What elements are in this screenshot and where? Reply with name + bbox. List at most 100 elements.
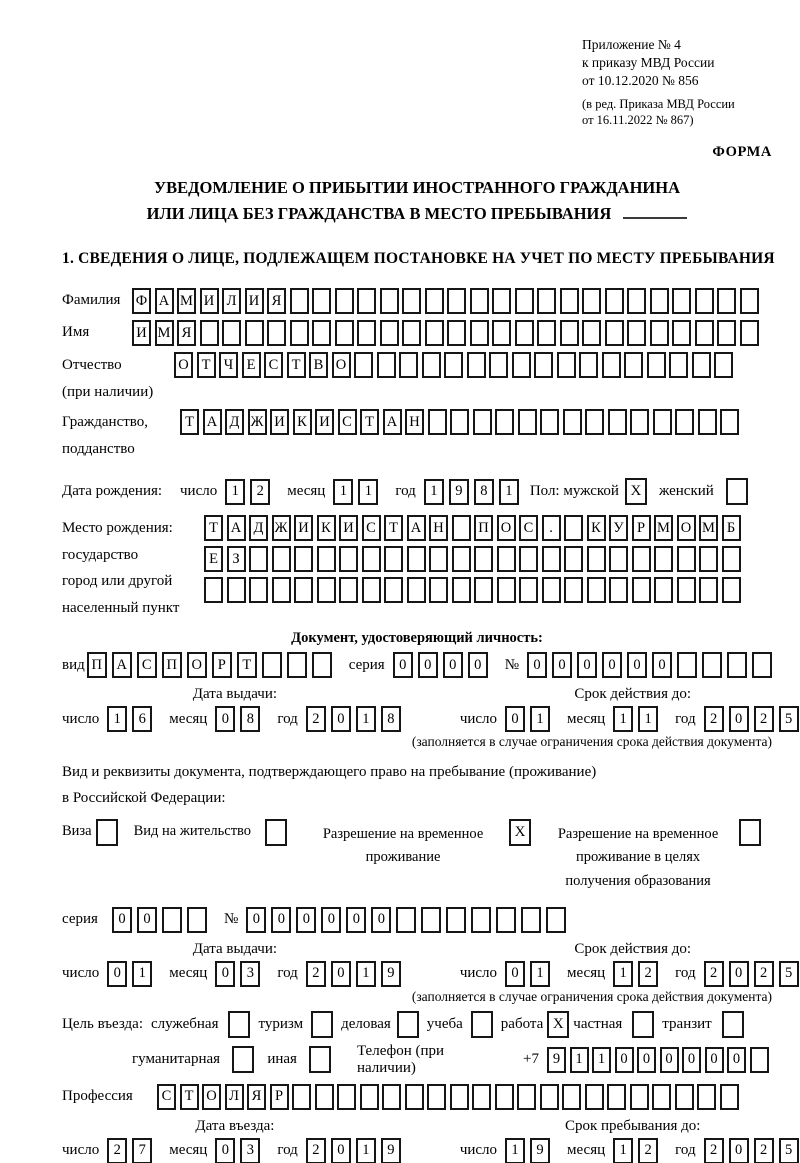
form-cell[interactable]: 1 <box>333 478 354 505</box>
purpose-official-checkbox[interactable] <box>228 1010 251 1038</box>
form-cell[interactable] <box>627 288 646 315</box>
purpose-other-checkbox[interactable] <box>308 1046 331 1074</box>
form-cell[interactable] <box>316 546 336 573</box>
form-cell[interactable]: Д <box>249 515 268 542</box>
form-cell[interactable]: 2 <box>305 960 326 987</box>
form-cell[interactable] <box>537 288 556 315</box>
form-cell[interactable] <box>489 352 508 379</box>
form-cell[interactable] <box>649 320 669 347</box>
form-cell[interactable] <box>546 906 567 933</box>
form-cell[interactable] <box>702 652 722 679</box>
form-cell[interactable] <box>469 320 489 347</box>
form-cell[interactable]: Ф <box>132 288 151 315</box>
form-cell[interactable] <box>451 515 471 542</box>
form-cell[interactable] <box>495 409 514 436</box>
form-cell[interactable]: 0 <box>552 652 572 679</box>
form-cell[interactable]: Р <box>631 515 651 542</box>
form-cell[interactable]: 2 <box>107 1137 128 1163</box>
form-cell[interactable] <box>427 1083 446 1110</box>
form-cell[interactable]: 0 <box>637 1046 656 1073</box>
form-cell[interactable] <box>624 352 643 379</box>
form-cell[interactable] <box>361 546 381 573</box>
form-cell[interactable] <box>519 577 538 604</box>
form-cell[interactable]: 0 <box>505 960 526 987</box>
form-cell[interactable] <box>271 577 291 604</box>
form-cell[interactable]: 1 <box>355 706 376 733</box>
form-cell[interactable] <box>697 1083 716 1110</box>
form-cell[interactable]: 1 <box>530 706 551 733</box>
form-cell[interactable]: 0 <box>728 960 749 987</box>
form-cell[interactable]: О <box>186 652 207 679</box>
form-cell[interactable]: 6 <box>132 706 153 733</box>
form-cell[interactable]: 1 <box>530 960 551 987</box>
form-cell[interactable] <box>714 352 733 379</box>
form-cell[interactable] <box>199 320 219 347</box>
form-cell[interactable] <box>451 577 471 604</box>
form-cell[interactable]: Е <box>204 546 223 573</box>
form-cell[interactable]: 0 <box>659 1046 679 1073</box>
form-cell[interactable] <box>496 546 516 573</box>
form-cell[interactable]: О <box>676 515 696 542</box>
form-cell[interactable]: И <box>270 409 289 436</box>
form-cell[interactable] <box>379 288 399 315</box>
form-cell[interactable]: П <box>161 652 182 679</box>
form-cell[interactable] <box>739 320 759 347</box>
form-cell[interactable] <box>444 352 463 379</box>
form-cell[interactable] <box>540 409 559 436</box>
form-cell[interactable]: М <box>699 515 718 542</box>
form-cell[interactable] <box>187 906 207 933</box>
form-cell[interactable] <box>292 1083 311 1110</box>
form-cell[interactable] <box>669 352 688 379</box>
form-cell[interactable]: 0 <box>527 652 547 679</box>
form-cell[interactable] <box>646 352 666 379</box>
form-cell[interactable]: М <box>654 515 673 542</box>
form-cell[interactable] <box>721 546 741 573</box>
form-cell[interactable]: Т <box>179 1083 199 1110</box>
form-cell[interactable] <box>652 1083 671 1110</box>
form-cell[interactable] <box>564 577 583 604</box>
form-cell[interactable]: 0 <box>296 906 317 933</box>
form-cell[interactable] <box>699 546 718 573</box>
form-cell[interactable] <box>429 577 448 604</box>
form-cell[interactable] <box>676 546 696 573</box>
form-cell[interactable] <box>404 1083 424 1110</box>
form-cell[interactable] <box>727 652 747 679</box>
form-cell[interactable]: И <box>339 515 358 542</box>
form-cell[interactable]: 0 <box>215 706 236 733</box>
form-cell[interactable]: 2 <box>703 1137 724 1163</box>
form-cell[interactable] <box>339 546 358 573</box>
purpose-transit-checkbox[interactable] <box>721 1010 744 1038</box>
form-cell[interactable] <box>427 409 447 436</box>
form-cell[interactable]: О <box>202 1083 221 1110</box>
form-cell[interactable]: И <box>294 515 313 542</box>
form-cell[interactable]: С <box>264 352 283 379</box>
form-cell[interactable] <box>466 352 486 379</box>
form-cell[interactable]: С <box>519 515 538 542</box>
purpose-work-checkbox[interactable]: X <box>547 1010 570 1038</box>
form-cell[interactable] <box>654 577 673 604</box>
form-cell[interactable] <box>312 288 331 315</box>
form-cell[interactable] <box>316 577 336 604</box>
form-cell[interactable]: 2 <box>638 960 659 987</box>
form-cell[interactable] <box>559 288 579 315</box>
form-cell[interactable] <box>204 577 223 604</box>
form-cell[interactable]: Я <box>247 1083 266 1110</box>
form-cell[interactable] <box>649 288 669 315</box>
form-cell[interactable]: 0 <box>330 960 351 987</box>
form-cell[interactable]: 1 <box>613 1137 634 1163</box>
form-cell[interactable] <box>424 320 444 347</box>
form-cell[interactable] <box>562 1083 581 1110</box>
form-cell[interactable]: 0 <box>728 706 749 733</box>
form-cell[interactable] <box>406 546 426 573</box>
form-cell[interactable] <box>376 352 396 379</box>
form-cell[interactable] <box>271 546 291 573</box>
form-cell[interactable]: Р <box>211 652 232 679</box>
option-residence-permit-checkbox[interactable] <box>265 819 288 847</box>
form-cell[interactable]: 3 <box>240 1137 261 1163</box>
form-cell[interactable]: 0 <box>271 906 292 933</box>
form-cell[interactable] <box>584 1083 604 1110</box>
form-cell[interactable] <box>494 1083 514 1110</box>
option-visa-checkbox[interactable] <box>95 819 118 847</box>
form-cell[interactable]: Б <box>721 515 741 542</box>
form-cell[interactable] <box>720 409 739 436</box>
